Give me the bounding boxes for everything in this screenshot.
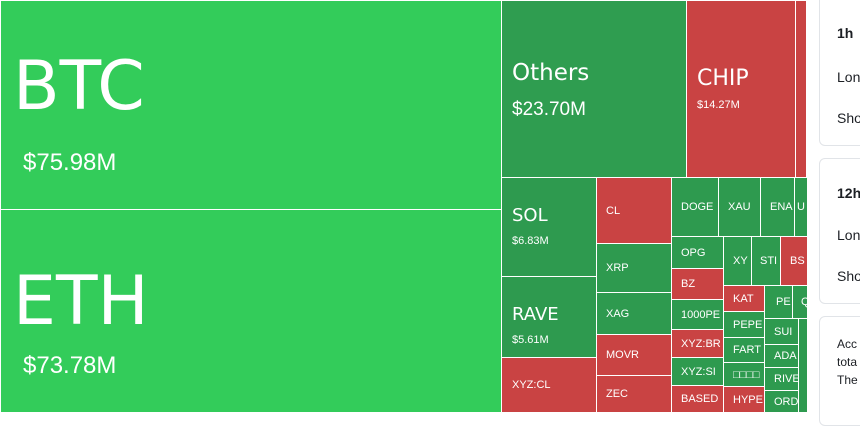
info-line-2: tota [837,355,858,369]
tile-xyz-si[interactable]: XYZ:SI [671,357,724,386]
tile-symbol: PEPE [733,318,763,331]
tile-value: $73.78M [23,352,117,379]
card-title: 1h [837,25,854,41]
tile-value: $75.98M [23,149,117,176]
liquidation-treemap: BTC $75.98M ETH $73.78M Others $23.70M C… [0,0,810,413]
tile-symbol: U [797,201,805,213]
tile-cl[interactable]: CL [596,177,672,244]
tile-sui[interactable]: SUI [764,318,799,345]
tile-ord[interactable]: ORD [764,390,799,413]
tile-fart[interactable]: FART [723,337,765,363]
tile-unrendered[interactable]: □□□□ [723,362,765,387]
tile-symbol: Q [801,295,807,309]
tile-symbol: RAVE [512,304,559,325]
tile-symbol: MOVR [606,349,639,361]
tile-symbol: BTC [13,47,145,126]
tile-symbol: XYZ:CL [512,379,551,391]
tile-symbol: SUI [774,325,793,338]
tile-xy[interactable]: XY [723,236,752,286]
tile-symbol: KAT [733,292,754,305]
card-1h: 1h Lon Sho [819,0,860,146]
info-line-3: The [837,373,858,387]
tile-symbol: CHIP [697,66,749,91]
tile-rive[interactable]: RIVE [764,367,799,391]
tile-symbol: □□□□ [733,368,760,381]
tile-xrp[interactable]: XRP [596,243,672,293]
card-12h: 12h Lon Sho [819,158,860,304]
tile-chip[interactable]: CHIP $14.27M [686,0,796,178]
tile-symbol: CL [606,204,621,217]
tile-symbol: XYZ:SI [681,365,716,378]
info-card: Acc tota The [819,316,860,426]
tile-opg[interactable]: OPG [671,236,724,269]
tile-chip-edge [795,0,807,178]
tile-others[interactable]: Others $23.70M [501,0,687,178]
tile-eth[interactable]: ETH $73.78M [0,209,502,413]
tile-symbol: HYPE [733,393,763,406]
tile-value: $6.83M [512,235,549,247]
tile-symbol: OPG [681,246,706,259]
tile-q[interactable]: Q [792,285,808,319]
tile-xyz-br[interactable]: XYZ:BR [671,329,724,358]
tile-hype[interactable]: HYPE [723,386,765,413]
tile-symbol: ENA [770,201,793,213]
tile-symbol: ZEC [606,388,628,400]
tile-symbol: ORD [774,395,799,408]
tile-symbol: BZ [681,278,696,290]
tile-pe[interactable]: PE [764,285,793,319]
tile-xyz-cl[interactable]: XYZ:CL [501,357,597,413]
tile-symbol: FART [733,344,761,356]
tile-movr[interactable]: MOVR [596,334,672,376]
tile-xau[interactable]: XAU [718,177,761,237]
tile-symbol: XY [733,255,748,267]
tile-value: $14.27M [697,99,740,111]
short-label: Sho [837,110,860,126]
tile-symbol: 1000PE [681,308,721,321]
tile-value: $23.70M [512,99,586,120]
info-line-1: Acc [837,337,858,351]
tile-symbol: XYZ:BR [681,337,721,350]
short-label: Sho [837,268,860,284]
card-title: 12h [837,185,860,201]
tile-u[interactable]: U [794,177,808,237]
tile-ada[interactable]: ADA [764,344,799,368]
tile-sliver [798,318,808,413]
tile-pepe[interactable]: PEPE [723,311,765,338]
tile-doge[interactable]: DOGE [671,177,719,237]
tile-value: $5.61M [512,334,549,346]
tile-btc[interactable]: BTC $75.98M [0,0,502,210]
tile-bz[interactable]: BZ [671,268,724,300]
tile-symbol: PE [776,296,791,308]
tile-symbol: SOL [512,205,548,226]
tile-symbol: BASED [681,393,719,405]
tile-ena[interactable]: ENA [760,177,795,237]
long-label: Lon [837,227,860,243]
tile-symbol: ADA [774,350,797,362]
tile-symbol: XRP [606,262,629,274]
tile-symbol: STI [760,255,778,267]
tile-1000pe[interactable]: 1000PE [671,299,724,330]
tile-sti[interactable]: STI [751,236,781,286]
tile-sol[interactable]: SOL $6.83M [501,177,597,277]
tile-symbol: XAG [606,307,630,320]
long-label: Lon [837,69,860,85]
tile-symbol: XAU [728,201,751,213]
tile-symbol: Others [512,60,590,86]
tile-symbol: ETH [13,262,149,341]
tile-symbol: RIVE [774,373,799,385]
tile-xag[interactable]: XAG [596,292,672,335]
tile-symbol: DOGE [681,201,714,213]
tile-symbol: BS [790,255,805,267]
tile-kat[interactable]: KAT [723,285,765,312]
tile-bs[interactable]: BS [780,236,808,286]
tile-rave[interactable]: RAVE $5.61M [501,276,597,358]
tile-based[interactable]: BASED [671,385,724,413]
tile-zec[interactable]: ZEC [596,375,672,413]
